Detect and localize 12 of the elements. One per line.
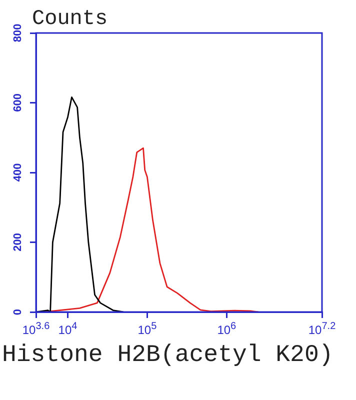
x-axis-title: Histone H2B(acetyl K20) (2, 342, 334, 369)
y-tick-label: 600 (12, 94, 24, 112)
x-tick-label: 10$^{6}$ (217, 320, 236, 337)
y-tick-label: 0 (12, 308, 24, 316)
y-tick-label: 800 (12, 24, 24, 42)
x-tick-label: 10$^{5}$ (138, 320, 157, 337)
x-tick-label: 10$^{3.6}$ (22, 320, 50, 337)
y-axis-title: Counts (32, 8, 108, 32)
y-tick-label: 400 (12, 163, 24, 182)
x-tick-label: 10$^{7.2}$ (308, 320, 336, 337)
y-tick-label: 200 (12, 233, 24, 252)
x-tick-label: 10$^{4}$ (58, 320, 78, 337)
